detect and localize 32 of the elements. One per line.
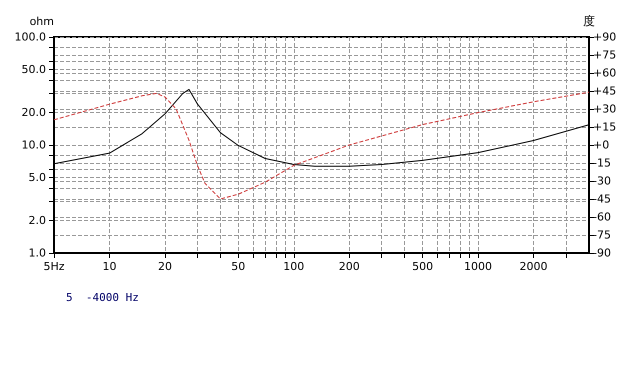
y2-tick-label: +75 (593, 48, 616, 62)
y-tick-label: 20.0 (22, 106, 46, 119)
x-tick-label: 100 (283, 260, 304, 273)
y-tick-label: 1.0 (28, 246, 46, 260)
x-tick-label: 500 (412, 260, 434, 273)
x-tick-label: 10 (102, 260, 116, 273)
y2-tick-label: +90 (593, 30, 616, 44)
y-tick-label: 5.0 (28, 171, 46, 184)
x-tick-label: 1000 (464, 260, 492, 273)
y2-tick-label: -90 (593, 246, 611, 260)
y2-tick-label: -75 (593, 228, 611, 242)
y-tick-label: 50.0 (22, 63, 46, 76)
y2-tick-label: +45 (593, 84, 616, 98)
y2-tick-label: -45 (593, 192, 611, 206)
y-tick-label: 100.0 (14, 30, 46, 44)
x-tick-label: 2000 (520, 260, 548, 273)
y2-tick-label: +0 (593, 138, 610, 152)
text: 5 -4000 Hz (66, 291, 139, 304)
x-tick-label: 5Hz (43, 260, 65, 273)
x-tick-label: 20 (158, 260, 172, 273)
x-tick-label: 200 (338, 260, 360, 273)
y-tick-label: 10.0 (22, 138, 46, 152)
y2-tick-label: +15 (593, 120, 616, 134)
y2-tick-label: -30 (593, 174, 611, 188)
x-tick-label: 50 (231, 260, 246, 273)
y-axis-title: ohm (30, 15, 54, 28)
y2-axis-title: 度 (583, 14, 595, 28)
y-tick-label: 2.0 (28, 214, 46, 227)
y2-tick-label: +60 (593, 66, 616, 80)
y2-tick-label: +30 (593, 102, 616, 116)
y2-tick-label: -15 (593, 156, 611, 170)
y2-tick-label: -60 (593, 210, 611, 224)
